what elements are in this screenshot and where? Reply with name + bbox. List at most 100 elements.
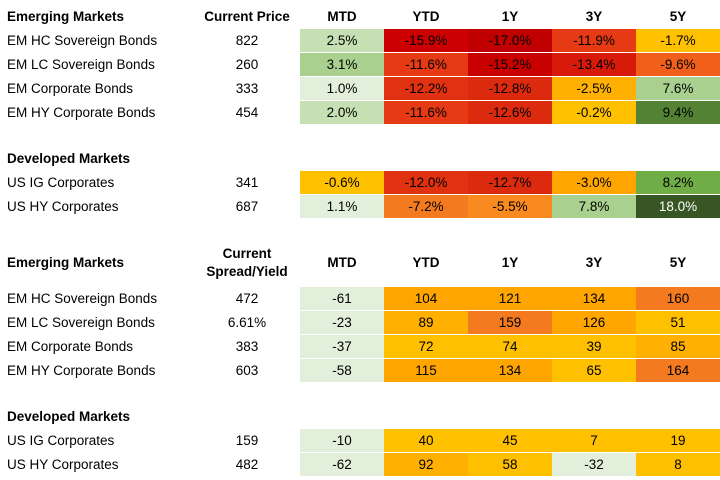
cell-ytd: 72 xyxy=(384,334,468,359)
row-label: US HY Corporates xyxy=(7,456,119,472)
row-label: EM Corporate Bonds xyxy=(7,339,134,354)
cell-1y: -12.6% xyxy=(468,100,552,124)
returns-dm-body: US IG Corporates 341 -0.6% -12.0% -12.7% -3.0… xyxy=(0,170,720,218)
cell-mtd: -58 xyxy=(300,358,384,382)
table-row: EM HY Corporate Bonds 454 2.0% -11.6% -12.6%… xyxy=(0,100,720,124)
table-row: EM Corporate Bonds 333 1.0% -12.2% -12.8% -2.… xyxy=(0,76,720,101)
spread-dm-body: US IG Corporates 159 -10 40 45 7 19 US HY Corpo… xyxy=(0,428,720,476)
spread-dm-section: Developed Markets xyxy=(0,382,720,429)
cell-mtd: -37 xyxy=(300,334,384,359)
table-row: EM LC Sovereign Bonds 6.61% -23 89 159 126 51 xyxy=(0,310,720,335)
cell-1y: -5.5% xyxy=(468,194,552,218)
cell-mtd: -23 xyxy=(300,310,384,335)
cell-mtd: 1.1% xyxy=(300,194,384,218)
cell-3y: 39 xyxy=(552,334,636,359)
cell-mtd: 1.0% xyxy=(300,76,384,101)
cell-1y: -17.0% xyxy=(468,28,552,53)
cell-mtd: -0.6% xyxy=(300,170,384,195)
cell-1y: -12.7% xyxy=(468,170,552,195)
row-current-value: 6.61% xyxy=(227,315,267,330)
row-current-value: 822 xyxy=(235,33,259,48)
cell-mtd: -61 xyxy=(300,286,384,311)
returns-table: Emerging Markets Current Price MTD YTD 1… xyxy=(0,5,720,218)
cell-5y: 160 xyxy=(636,286,720,311)
cell-5y: 9.4% xyxy=(636,100,720,124)
table-row: EM HC Sovereign Bonds 472 -61 104 121 134 160 xyxy=(0,286,720,311)
cell-ytd: -12.2% xyxy=(384,76,468,101)
cell-ytd: -11.6% xyxy=(384,52,468,77)
cell-5y: 8.2% xyxy=(636,170,720,195)
cell-3y: -11.9% xyxy=(552,28,636,53)
col-header-mtd: MTD xyxy=(327,9,357,24)
table-row: US IG Corporates 159 -10 40 45 7 19 xyxy=(0,428,720,453)
cell-5y: 85 xyxy=(636,334,720,359)
section-header-em: Emerging Markets xyxy=(7,255,125,271)
table-row: EM LC Sovereign Bonds 260 3.1% -11.6% -15.2%… xyxy=(0,52,720,77)
cell-5y: 7.6% xyxy=(636,76,720,101)
row-label: EM HC Sovereign Bonds xyxy=(7,291,158,306)
row-current-value: 472 xyxy=(235,291,259,306)
returns-header-row: Emerging Markets Current Price MTD YTD 1… xyxy=(0,5,720,29)
table-row: US IG Corporates 341 -0.6% -12.0% -12.7% -3.0… xyxy=(0,170,720,195)
row-current-value: 260 xyxy=(235,57,259,72)
cell-ytd: -12.0% xyxy=(384,170,468,195)
returns-dm-section: Developed Markets xyxy=(0,124,720,171)
row-current-value: 333 xyxy=(235,81,259,96)
row-label: US IG Corporates xyxy=(7,175,115,190)
table-row: EM Corporate Bonds 383 -37 72 74 39 85 xyxy=(0,334,720,359)
col-header-ytd: YTD xyxy=(412,255,440,270)
cell-ytd: 40 xyxy=(384,428,468,453)
cell-mtd: -62 xyxy=(300,452,384,476)
cell-5y: -9.6% xyxy=(636,52,720,77)
cell-1y: 134 xyxy=(468,358,552,382)
col-header-3y: 3Y xyxy=(585,255,603,270)
cell-ytd: -11.6% xyxy=(384,100,468,124)
section-header-em: Emerging Markets xyxy=(7,9,125,25)
cell-5y: 8 xyxy=(636,452,720,476)
cell-3y: 126 xyxy=(552,310,636,335)
cell-ytd: -7.2% xyxy=(384,194,468,218)
cell-3y: 134 xyxy=(552,286,636,311)
table-row: US HY Corporates 482 -62 92 58 -32 8 xyxy=(0,452,720,476)
col-header-1y: 1Y xyxy=(501,255,519,270)
col-header-current-spread: Current Spread/Yield xyxy=(206,246,288,280)
row-label: EM LC Sovereign Bonds xyxy=(7,315,155,330)
returns-em-body: EM HC Sovereign Bonds 822 2.5% -15.9% -17.0%… xyxy=(0,28,720,124)
spread-em-body: EM HC Sovereign Bonds 472 -61 104 121 134 160 E… xyxy=(0,286,720,382)
col-header-5y: 5Y xyxy=(669,255,687,270)
cell-5y: 51 xyxy=(636,310,720,335)
cell-1y: 45 xyxy=(468,428,552,453)
row-current-value: 159 xyxy=(235,433,259,448)
cell-ytd: 89 xyxy=(384,310,468,335)
col-header-mtd: MTD xyxy=(327,255,357,270)
cell-5y: 18.0% xyxy=(636,194,720,218)
cell-ytd: 92 xyxy=(384,452,468,476)
section-header-dm: Developed Markets xyxy=(7,151,131,167)
col-header-current-price: Current Price xyxy=(204,9,290,25)
cell-3y: -0.2% xyxy=(552,100,636,124)
section-header-dm: Developed Markets xyxy=(7,409,131,425)
table-row: EM HC Sovereign Bonds 822 2.5% -15.9% -17.0%… xyxy=(0,28,720,53)
cell-mtd: -10 xyxy=(300,428,384,453)
cell-ytd: 104 xyxy=(384,286,468,311)
cell-3y: 65 xyxy=(552,358,636,382)
spread-header-row: Emerging Markets Current Spread/Yield MT… xyxy=(0,240,720,287)
cell-1y: 74 xyxy=(468,334,552,359)
row-current-value: 603 xyxy=(235,362,259,378)
cell-3y: -32 xyxy=(552,452,636,476)
row-current-value: 482 xyxy=(235,456,259,472)
cell-5y: -1.7% xyxy=(636,28,720,53)
col-header-1y: 1Y xyxy=(501,9,519,24)
cell-5y: 19 xyxy=(636,428,720,453)
cell-5y: 164 xyxy=(636,358,720,382)
cell-mtd: 3.1% xyxy=(300,52,384,77)
row-current-value: 454 xyxy=(235,104,259,120)
cell-1y: 58 xyxy=(468,452,552,476)
cell-1y: 121 xyxy=(468,286,552,311)
col-header-ytd: YTD xyxy=(412,9,440,24)
row-label: EM HY Corporate Bonds xyxy=(7,104,156,120)
cell-mtd: 2.5% xyxy=(300,28,384,53)
cell-3y: 7.8% xyxy=(552,194,636,218)
cell-3y: -3.0% xyxy=(552,170,636,195)
row-label: EM HY Corporate Bonds xyxy=(7,362,156,378)
